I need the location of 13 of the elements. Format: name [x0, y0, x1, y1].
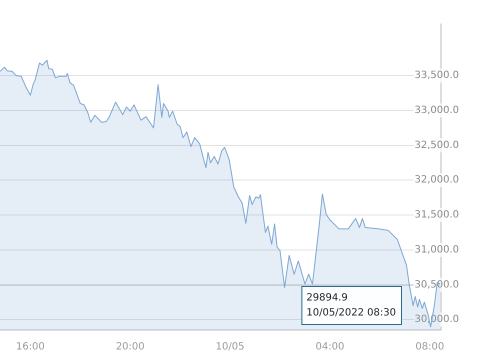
x-tick-label: 04:00 [316, 342, 344, 353]
x-tick-label: 20:00 [116, 342, 145, 353]
annotation: 29894.9 [306, 292, 348, 304]
y-tick-label: 31,000.0 [414, 244, 459, 256]
x-tick-label: 08:00 [415, 342, 444, 353]
x-tick-label: 16:00 [16, 342, 45, 353]
y-tick-label: 33,000.0 [414, 105, 459, 116]
x-tick-label: 10/05 [216, 342, 244, 353]
y-tick-label: 32,000.0 [414, 174, 459, 186]
annotation: 10/05/2022 08:30 [306, 308, 396, 319]
y-tick-label: 31,500.0 [414, 210, 459, 221]
y-tick-label: 33,500.0 [414, 70, 459, 82]
y-tick-label: 32,500.0 [414, 140, 459, 151]
